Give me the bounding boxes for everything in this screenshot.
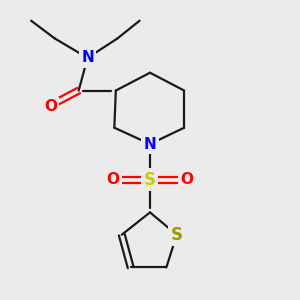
Text: O: O [44,99,57,114]
Text: S: S [171,226,183,244]
Text: O: O [106,172,119,187]
Text: S: S [144,171,156,189]
Text: N: N [81,50,94,65]
Text: O: O [181,172,194,187]
Text: N: N [144,136,156,152]
